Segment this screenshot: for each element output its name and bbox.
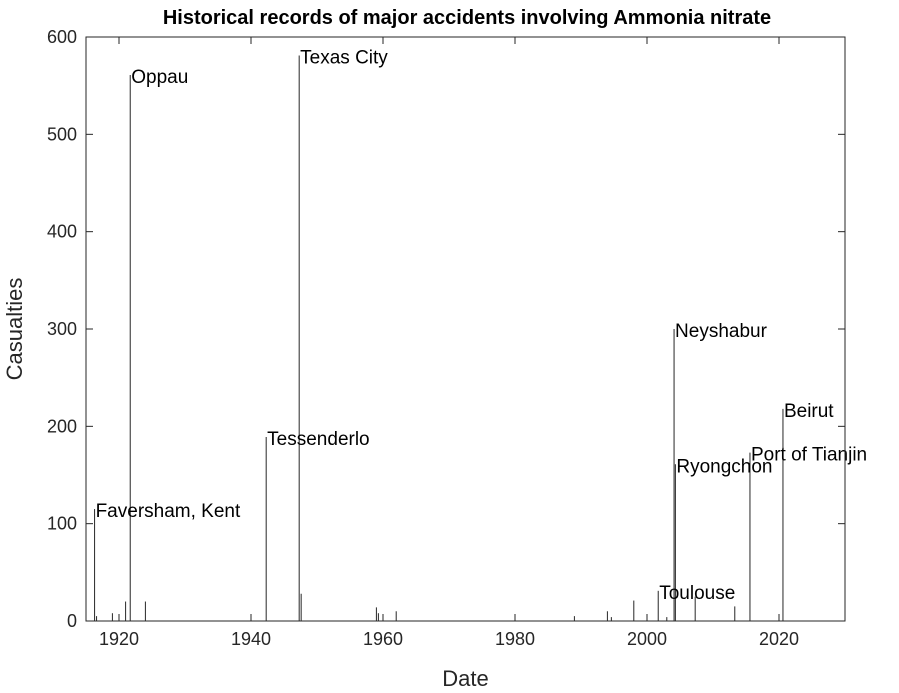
x-axis-label: Date — [442, 666, 488, 691]
x-tick-label: 1960 — [363, 629, 403, 649]
y-axis-label: Casualties — [2, 278, 27, 381]
x-tick-label: 1940 — [231, 629, 271, 649]
event-annotation: Tessenderlo — [267, 429, 369, 450]
stems-layer — [94, 55, 784, 621]
event-annotation: Ryongchon — [676, 456, 772, 477]
y-axis: 0 100 200 300 400 500 600 — [47, 27, 845, 631]
y-tick-label: 300 — [47, 319, 77, 339]
event-annotation: Texas City — [300, 47, 388, 68]
annotations-layer: Faversham, Kent Oppau Tessenderlo Texas Cit… — [96, 47, 868, 603]
x-tick-label: 1920 — [99, 629, 139, 649]
event-annotation: Toulouse — [659, 583, 735, 604]
y-tick-label: 500 — [47, 124, 77, 144]
event-annotation: Oppau — [131, 67, 188, 88]
event-annotation: Beirut — [784, 401, 834, 422]
x-tick-label: 1980 — [495, 629, 535, 649]
x-tick-label: 2020 — [759, 629, 799, 649]
chart-title: Historical records of major accidents in… — [163, 7, 771, 29]
event-annotation: Faversham, Kent — [96, 501, 241, 522]
y-tick-label: 600 — [47, 27, 77, 47]
y-tick-label: 0 — [67, 611, 77, 631]
event-annotation: Neyshabur — [675, 321, 768, 342]
y-tick-label: 200 — [47, 416, 77, 436]
x-tick-label: 2000 — [627, 629, 667, 649]
y-tick-label: 400 — [47, 222, 77, 242]
event-annotation: Port of Tianjin — [751, 445, 867, 466]
y-tick-label: 100 — [47, 514, 77, 534]
x-axis: 1920 1940 1960 1980 2000 2020 — [99, 37, 799, 649]
